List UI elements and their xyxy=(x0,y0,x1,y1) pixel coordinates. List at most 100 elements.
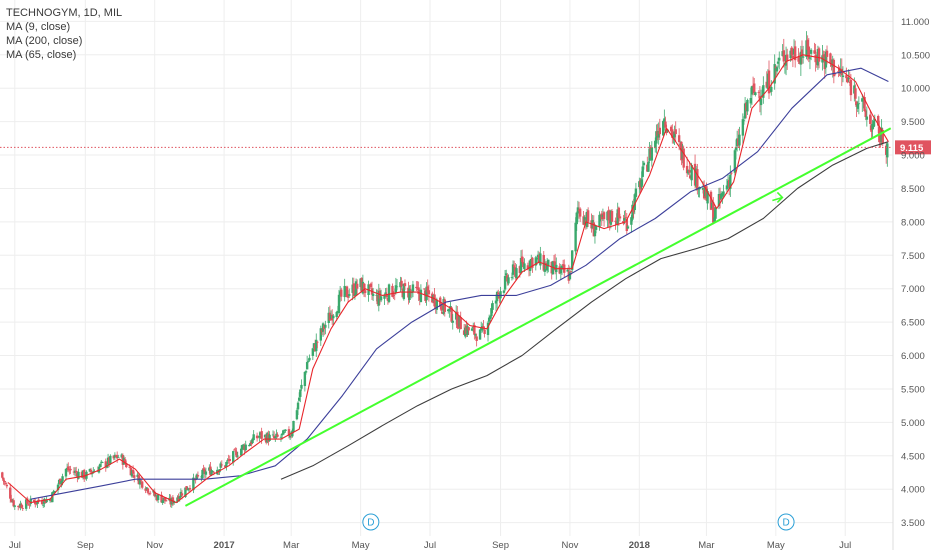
candle-body xyxy=(592,222,596,237)
candle-body xyxy=(594,225,598,230)
candle-body xyxy=(523,263,526,270)
candle-body xyxy=(510,277,514,278)
candle-body xyxy=(742,120,746,122)
candle-body xyxy=(466,326,469,335)
candle-body xyxy=(411,284,415,292)
y-axis: 3.500 4.000 4.500 5.000 5.500 6.000 6.500 7.000… xyxy=(892,0,930,550)
candle-body xyxy=(856,103,859,109)
candle-body xyxy=(140,481,144,488)
candle-body xyxy=(847,78,850,79)
y-tick-label: 7.500 xyxy=(901,251,925,262)
candle-body xyxy=(654,140,657,149)
candle-body xyxy=(623,218,626,221)
candle-body xyxy=(90,473,94,475)
candle-body xyxy=(128,466,131,468)
candle-body xyxy=(800,49,804,57)
candle-body xyxy=(234,450,237,452)
candle-body xyxy=(829,53,832,64)
candle-body xyxy=(598,214,601,228)
candle-body xyxy=(706,191,709,204)
y-tick-label: 7.000 xyxy=(901,284,925,295)
candle-body xyxy=(186,489,189,491)
candle-body xyxy=(343,285,346,298)
x-tick-label: Sep xyxy=(492,540,509,550)
candle-body xyxy=(161,500,164,504)
candle-body xyxy=(793,46,797,61)
candle-body xyxy=(392,295,395,296)
candle-body xyxy=(534,257,537,266)
candle-body xyxy=(315,339,318,352)
candle-body xyxy=(863,96,866,112)
candle-body xyxy=(241,444,244,450)
candle-body xyxy=(219,463,222,468)
candle-body xyxy=(712,202,715,223)
trendline[interactable] xyxy=(184,127,892,507)
candle-body xyxy=(225,461,228,467)
candle-body xyxy=(123,459,127,464)
y-tick-label: 4.000 xyxy=(901,485,925,496)
x-tick-label: Mar xyxy=(283,540,299,550)
ma-65-line xyxy=(30,67,889,500)
candle-body xyxy=(470,328,474,331)
candle-body xyxy=(337,294,341,314)
candle-body xyxy=(383,294,386,299)
candle-body xyxy=(185,486,188,490)
candle-body xyxy=(482,326,485,328)
candle-body xyxy=(624,217,627,219)
candle-body xyxy=(36,500,39,504)
ma-9-label[interactable]: MA (9, close) xyxy=(6,21,71,33)
ma-200-label[interactable]: MA (200, close) xyxy=(6,35,83,47)
trendline-layer[interactable] xyxy=(184,127,892,507)
candle-body xyxy=(618,216,622,219)
dividend-marker[interactable] xyxy=(362,513,380,531)
y-tick-label: 6.000 xyxy=(901,351,925,362)
candle-body xyxy=(295,410,299,420)
candle-body xyxy=(473,324,476,335)
symbol-title[interactable]: TECHNOGYM, 1D, MIL xyxy=(6,7,123,19)
candle-body xyxy=(849,79,853,96)
candle-body xyxy=(101,462,104,463)
candle-body xyxy=(776,61,780,64)
candle-body xyxy=(494,300,498,304)
candle-body xyxy=(232,451,235,463)
x-tick-label: Mar xyxy=(698,540,714,550)
y-tick-label: 10.500 xyxy=(901,50,930,61)
candle-body xyxy=(845,75,848,79)
x-tick-label: 2018 xyxy=(629,540,650,550)
y-tick-label: 8.000 xyxy=(901,217,925,228)
candle-body xyxy=(156,494,160,500)
candle-body xyxy=(696,169,699,191)
candle-body xyxy=(746,99,749,112)
candle-body xyxy=(519,258,523,274)
candle-body xyxy=(356,283,359,289)
candle-body xyxy=(791,55,795,59)
candle-body xyxy=(42,504,45,506)
candle-body xyxy=(773,64,776,84)
candle-body xyxy=(749,98,753,104)
candle-body xyxy=(64,468,68,477)
candle-body xyxy=(4,483,7,484)
candle-body xyxy=(478,329,482,340)
candle-body xyxy=(252,434,255,441)
candle-body xyxy=(474,334,477,336)
candle-body xyxy=(865,116,869,120)
candle-body xyxy=(178,496,181,499)
candle-body xyxy=(37,499,40,502)
candle-body xyxy=(832,59,836,77)
y-tick-label: 4.500 xyxy=(901,451,925,462)
candle-body xyxy=(456,311,459,328)
candle-body xyxy=(29,498,32,504)
candle-body xyxy=(688,170,691,173)
dividend-marker[interactable] xyxy=(777,513,795,531)
candle-body xyxy=(307,361,310,362)
candle-body xyxy=(730,172,733,174)
price-line-layer: 9.115 xyxy=(0,140,931,155)
candle-body xyxy=(658,127,661,135)
ma-65-label[interactable]: MA (65, close) xyxy=(6,49,77,61)
candle-body xyxy=(813,50,816,54)
candle-body xyxy=(486,322,490,336)
candle-body xyxy=(9,487,12,499)
candle-body xyxy=(502,290,506,293)
